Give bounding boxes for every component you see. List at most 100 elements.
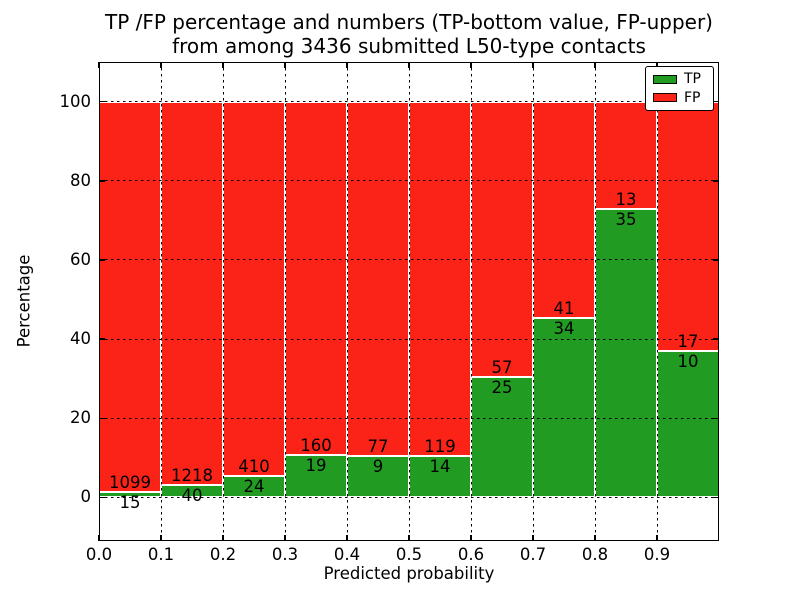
x-tick-mark <box>346 62 348 68</box>
x-gridline <box>284 62 286 541</box>
y-tick-label: 80 <box>70 170 91 190</box>
tp-count-label: 15 <box>119 493 141 513</box>
y-tick-mark <box>713 417 719 420</box>
x-tick-mark <box>284 535 286 541</box>
x-tick-label: 0.1 <box>147 545 175 564</box>
x-tick-mark <box>532 535 534 541</box>
x-tick-mark <box>98 62 100 68</box>
bar-segment-fp <box>471 101 533 377</box>
chart-title: TP /FP percentage and numbers (TP-bottom… <box>99 10 719 58</box>
x-tick-label: 0.7 <box>519 545 547 564</box>
fp-count-label: 13 <box>615 189 637 209</box>
fp-count-label: 119 <box>424 436 456 456</box>
fp-count-label: 1218 <box>171 465 213 485</box>
x-tick-label: 0.8 <box>581 545 609 564</box>
legend-label-fp: FP <box>684 89 701 106</box>
bar-segment-fp <box>533 101 595 318</box>
tp-count-label: 9 <box>372 457 384 477</box>
y-tick-mark <box>99 417 105 420</box>
x-tick-label: 0.9 <box>643 545 671 564</box>
chart-title-line2: from among 3436 submitted L50-type conta… <box>172 33 646 58</box>
x-gridline <box>408 62 410 541</box>
bar-segment-fp <box>285 101 347 456</box>
x-tick-mark <box>284 62 286 68</box>
x-tick-mark <box>160 535 162 541</box>
x-tick-label: 0.3 <box>271 545 299 564</box>
x-tick-mark <box>346 535 348 541</box>
y-tick-label: 60 <box>70 249 91 269</box>
y-tick-mark <box>99 100 105 103</box>
x-tick-label: 0.0 <box>85 545 113 564</box>
x-tick-mark <box>594 62 596 68</box>
y-tick-mark <box>99 496 105 499</box>
tp-count-label: 35 <box>615 209 637 229</box>
x-tick-mark <box>222 62 224 68</box>
x-tick-mark <box>408 62 410 68</box>
fp-count-label: 410 <box>238 456 270 476</box>
x-tick-label: 0.2 <box>209 545 237 564</box>
x-gridline <box>656 62 658 541</box>
x-tick-label: 0.6 <box>457 545 485 564</box>
legend-swatch-fp <box>653 93 677 103</box>
legend-swatch-tp <box>653 74 677 84</box>
legend-item-fp: FP <box>653 91 713 105</box>
bar-segment-fp <box>161 101 223 485</box>
x-axis-label: Predicted probability <box>323 564 495 583</box>
x-gridline <box>160 62 162 541</box>
y-tick-mark <box>713 259 719 261</box>
y-tick-label: 100 <box>59 91 92 111</box>
bar-segment-fp <box>223 101 285 476</box>
bar-segment-fp <box>657 101 719 351</box>
bar-segment-tp <box>409 455 471 498</box>
bar-segment-fp <box>347 101 409 457</box>
tp-count-label: 24 <box>243 476 265 496</box>
x-gridline <box>532 62 534 541</box>
x-tick-mark <box>656 535 658 541</box>
x-tick-mark <box>98 535 100 541</box>
fp-count-label: 57 <box>491 357 513 377</box>
fp-count-label: 41 <box>553 299 575 318</box>
x-tick-mark <box>532 62 534 68</box>
plot-area: 1099 15 1218 40 410 24 160 19 77 9 119 14 57 25 41 34 13… <box>60 62 719 564</box>
x-tick-mark <box>160 62 162 68</box>
fp-count-label: 160 <box>300 436 332 456</box>
tp-count-label: 34 <box>553 318 575 338</box>
legend-item-tp: TP <box>653 72 713 86</box>
x-tick-mark <box>594 535 596 541</box>
tp-count-label: 19 <box>305 456 327 476</box>
y-tick-mark <box>99 259 105 261</box>
x-gridline <box>222 62 224 541</box>
fp-count-label: 1099 <box>109 473 151 493</box>
tp-count-label: 25 <box>491 377 513 397</box>
x-gridline <box>594 62 596 541</box>
x-tick-mark <box>408 535 410 541</box>
bar-segment-fp <box>409 101 471 456</box>
x-tick-label: 0.4 <box>333 545 361 564</box>
chart-title-line1: TP /FP percentage and numbers (TP-bottom… <box>105 10 713 34</box>
bar-segment-tp <box>471 376 533 498</box>
bar-segment-tp <box>657 350 719 498</box>
x-gridline <box>470 62 472 541</box>
bar-segment-tp <box>347 456 409 498</box>
legend: TP FP <box>645 66 714 111</box>
legend-label-tp: TP <box>684 71 701 88</box>
tp-count-label: 40 <box>181 485 203 505</box>
bar-segment-fp <box>595 101 657 209</box>
y-tick-mark <box>713 180 719 182</box>
x-gridline <box>346 62 348 541</box>
fp-count-label: 77 <box>367 437 389 457</box>
x-tick-mark <box>470 535 472 541</box>
fp-count-label: 17 <box>677 331 699 351</box>
y-tick-mark <box>713 496 719 499</box>
bar-segment-fp <box>99 101 161 493</box>
y-tick-label: 20 <box>70 408 91 428</box>
y-tick-mark <box>713 100 719 103</box>
x-tick-mark <box>656 62 658 68</box>
y-tick-mark <box>99 338 105 340</box>
x-tick-mark <box>470 62 472 68</box>
y-tick-label: 40 <box>70 329 91 349</box>
x-tick-label: 0.5 <box>395 545 423 564</box>
y-tick-label: 0 <box>80 487 92 507</box>
y-tick-mark <box>99 180 105 182</box>
